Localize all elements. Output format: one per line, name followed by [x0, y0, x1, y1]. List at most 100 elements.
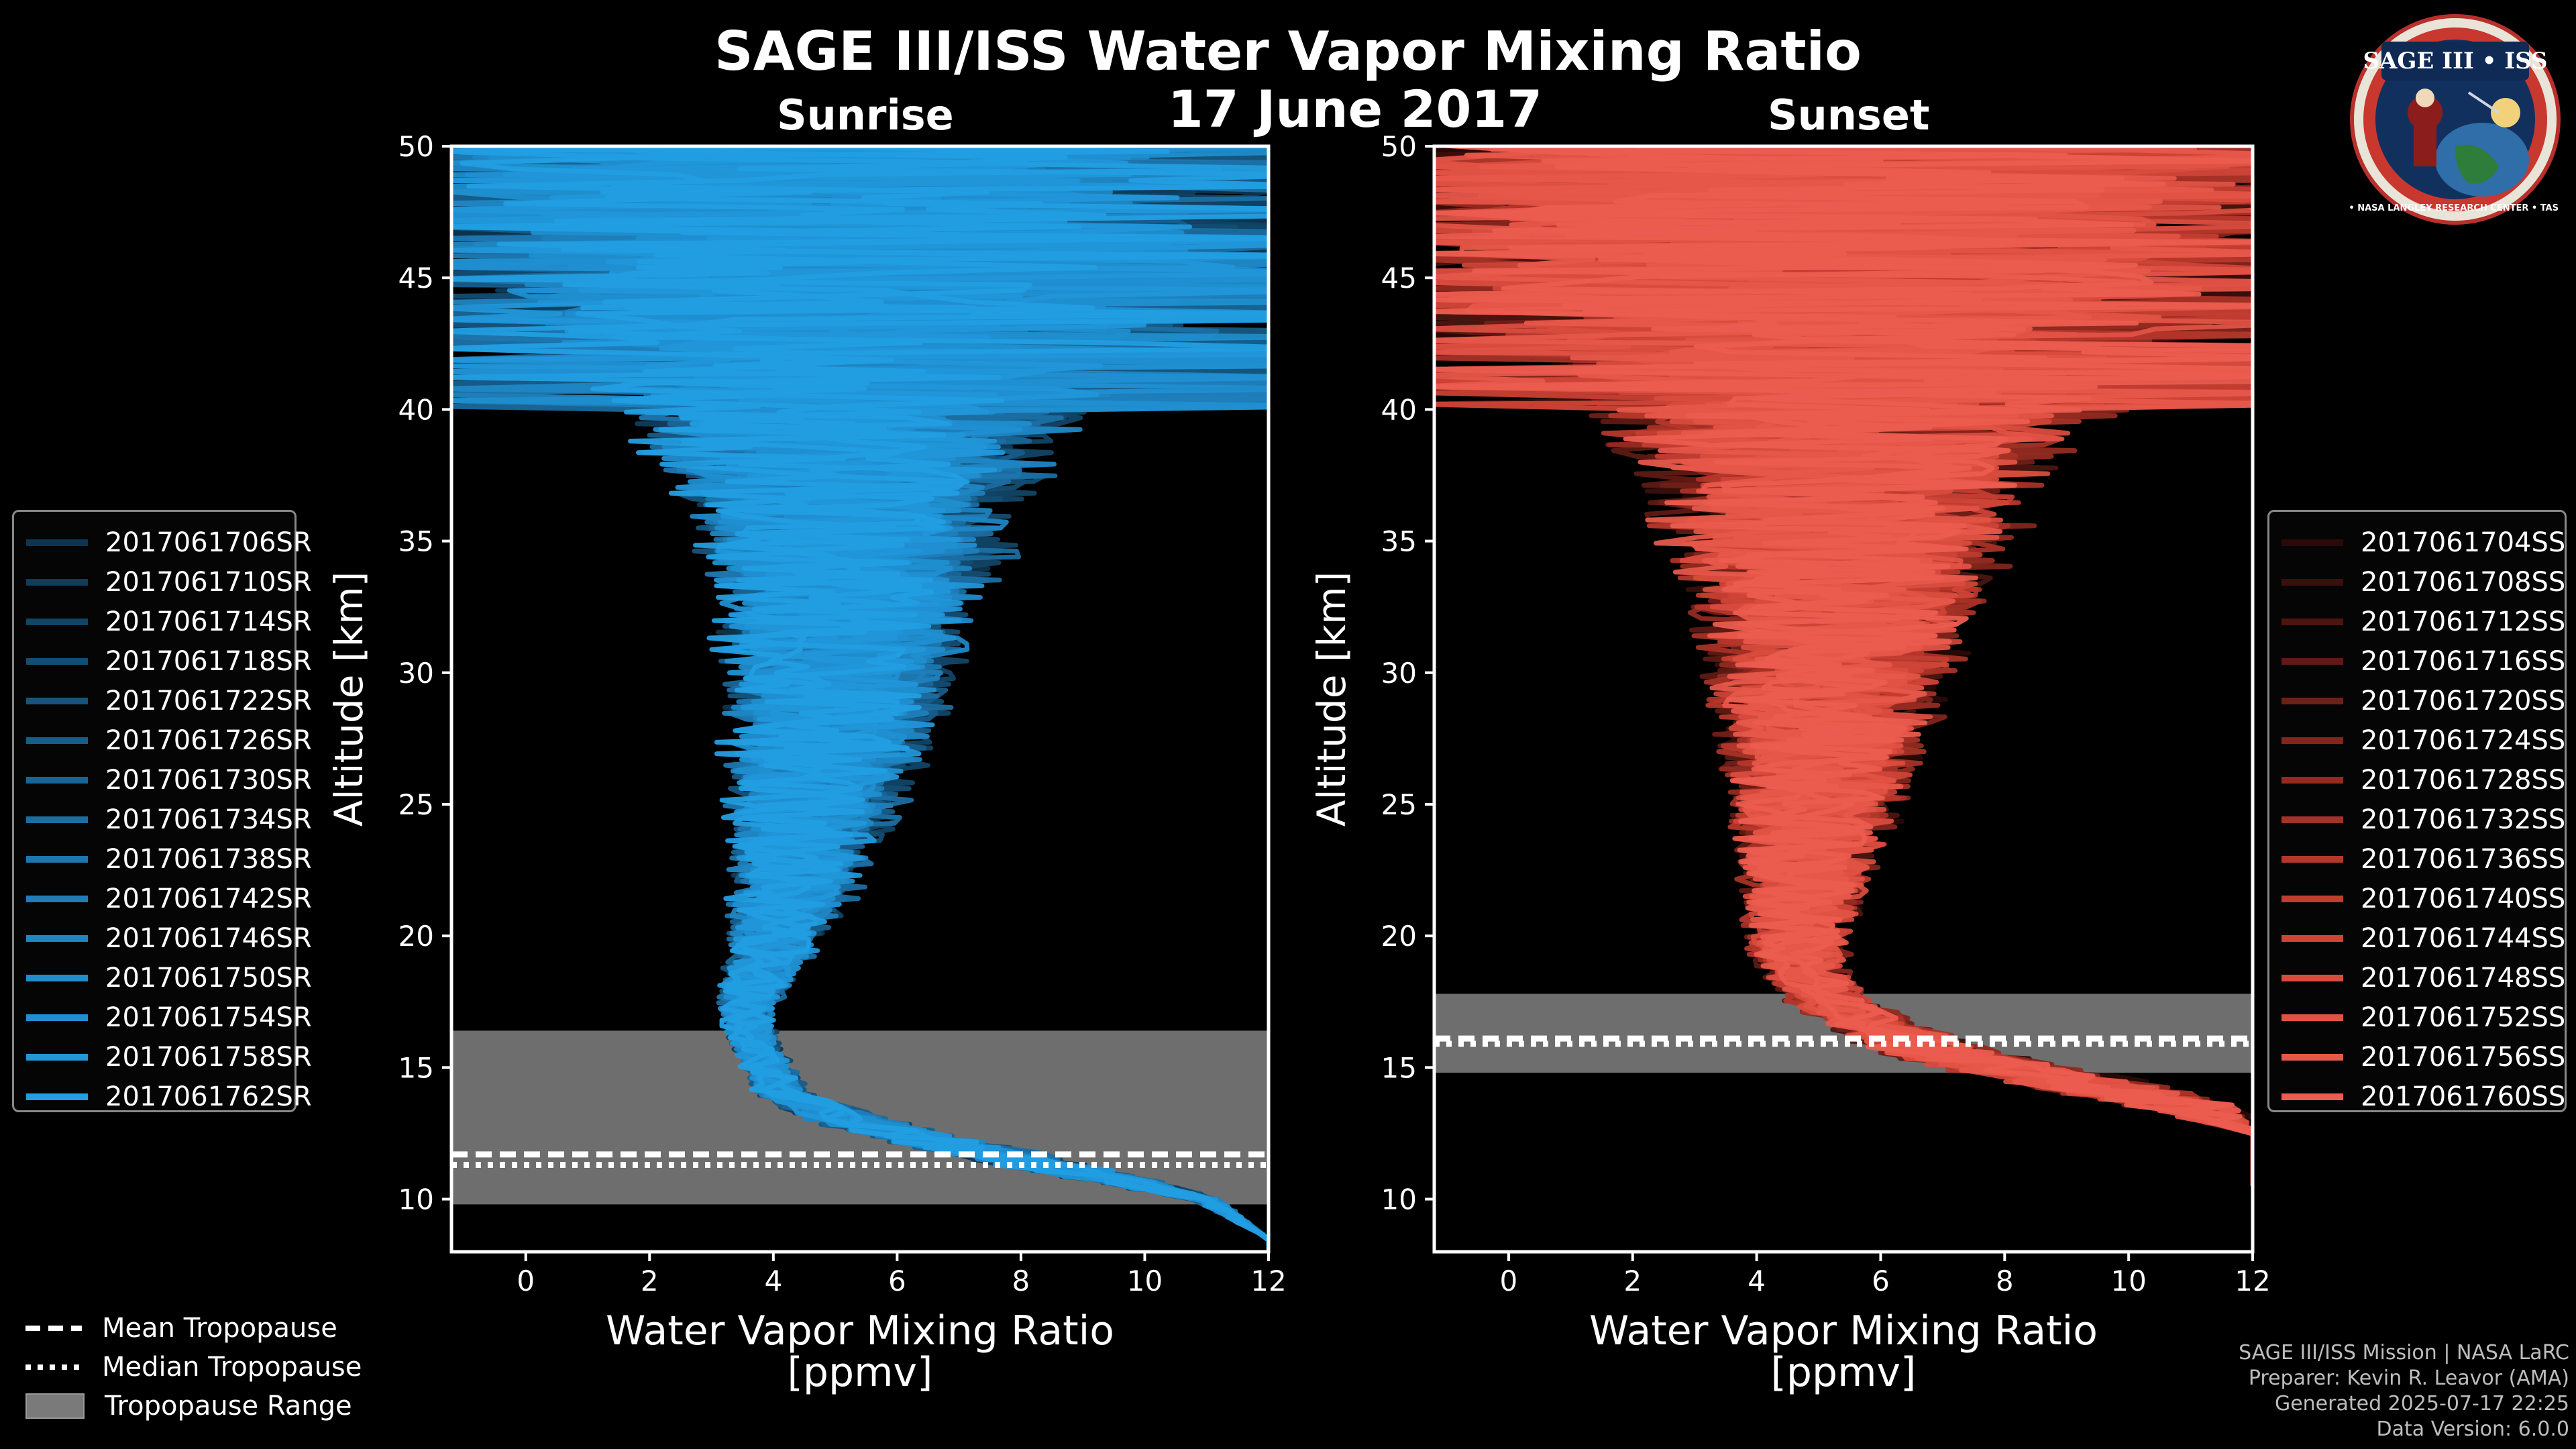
legend-item: 2017061732SS [2282, 801, 2565, 839]
legend-range-label: Tropopause Range [105, 1391, 352, 1421]
legend-label: 2017061752SS [2361, 1002, 2566, 1033]
sunset-ytick-label: 30 [1381, 657, 1417, 690]
sunset-xtick-label: 4 [1748, 1265, 1766, 1297]
legend-swatch [26, 658, 88, 665]
sunset-xtick-label: 0 [1500, 1265, 1518, 1297]
legend-item: 2017061736SS [2282, 841, 2565, 878]
sunset-xlabel: Water Vapor Mixing Ratio [1589, 1307, 2098, 1354]
legend-swatch [26, 737, 88, 744]
legend-label: 2017061716SS [2361, 646, 2566, 677]
sunset-ytick-label: 20 [1381, 920, 1417, 953]
sunset-legend: 2017061704SS 2017061708SS 2017061712SS 2017… [2267, 510, 2567, 1112]
sunrise-ytick-label: 10 [398, 1183, 434, 1216]
legend-range-swatch [25, 1393, 85, 1419]
chart-date: 17 June 2017 [1167, 79, 1543, 139]
chart-title: SAGE III/ISS Water Vapor Mixing Ratio [714, 20, 1862, 83]
series-line-2017061760SS [1434, 146, 2253, 1186]
legend-item: 2017061712SS [2282, 603, 2565, 641]
sunrise-ytick-label: 35 [398, 525, 434, 558]
legend-item: 2017061722SR [26, 682, 312, 720]
footer-credits: SAGE III/ISS Mission | NASA LaRC Prepare… [2239, 1340, 2569, 1442]
footer-version: Data Version: 6.0.0 [2376, 1417, 2569, 1441]
legend-swatch [2282, 1093, 2343, 1100]
sunrise-xtick-label: 6 [888, 1265, 906, 1297]
sunrise-xtick-label: 12 [1250, 1265, 1286, 1297]
legend-label: 2017061756SS [2361, 1042, 2566, 1073]
legend-label: 2017061754SR [105, 1002, 312, 1033]
sunset-xtick-label: 6 [1872, 1265, 1890, 1297]
legend-item: 2017061762SR [26, 1078, 312, 1116]
legend-swatch [26, 975, 88, 981]
sunset-subtitle: Sunset [1768, 91, 1930, 140]
legend-item: 2017061716SS [2282, 643, 2565, 680]
legend-label: 2017061750SR [105, 963, 312, 994]
legend-label: 2017061710SR [105, 567, 312, 598]
legend-item: 2017061724SS [2282, 722, 2565, 759]
legend-swatch [26, 816, 88, 823]
legend-item: 2017061704SS [2282, 524, 2565, 561]
legend-swatch [2282, 658, 2343, 665]
legend-swatch [26, 896, 88, 902]
legend-label: 2017061728SS [2361, 765, 2566, 796]
legend-label: 2017061714SR [105, 606, 312, 637]
legend-median-tropopause: Median Tropopause [25, 1348, 362, 1386]
legend-item: 2017061706SR [26, 524, 312, 561]
legend-mean-label: Mean Tropopause [102, 1313, 337, 1344]
legend-tropopause-range: Tropopause Range [25, 1387, 352, 1425]
legend-swatch [26, 856, 88, 863]
legend-item: 2017061714SR [26, 603, 312, 641]
sunrise-xtick-label: 10 [1127, 1265, 1163, 1297]
legend-item: 2017061750SR [26, 959, 312, 997]
sunrise-ytick-label: 40 [398, 393, 434, 426]
sunrise-ylabel: Altitude [km] [326, 572, 372, 826]
legend-label: 2017061742SR [105, 883, 312, 914]
legend-swatch [26, 1054, 88, 1061]
sunset-ytick-label: 25 [1381, 788, 1417, 821]
sunrise-legend: 2017061706SR 2017061710SR 2017061714SR 2017… [12, 510, 312, 1112]
sunrise-panel: 0 2 4 6 8 10 12 10 15 20 25 30 35 40 45 50 Water Vapor M… [326, 130, 1287, 1396]
legend-swatch [2282, 619, 2343, 625]
legend-item: 2017061744SS [2282, 920, 2565, 957]
legend-item: 2017061730SR [26, 761, 312, 799]
legend-item: 2017061710SR [26, 564, 312, 601]
legend-swatch [26, 1093, 88, 1100]
legend-label: 2017061730SR [105, 765, 312, 796]
legend-label: 2017061704SS [2361, 527, 2566, 558]
legend-swatch [26, 698, 88, 704]
sunset-xtick-label: 10 [2110, 1265, 2146, 1297]
legend-swatch [26, 619, 88, 625]
sunrise-ytick-label: 30 [398, 657, 434, 690]
legend-swatch [26, 777, 88, 784]
legend-label: 2017061740SS [2361, 883, 2566, 914]
legend-mean-tropopause: Mean Tropopause [25, 1309, 337, 1347]
sunset-xtick-label: 12 [2235, 1265, 2270, 1297]
legend-label: 2017061708SS [2361, 567, 2566, 598]
sunrise-subtitle: Sunrise [777, 91, 954, 140]
series-line-2017061762SR [451, 146, 1269, 1252]
legend-label: 2017061760SS [2361, 1081, 2566, 1112]
legend-swatch [2282, 698, 2343, 704]
sunset-profiles [1434, 146, 2253, 1186]
legend-item: 2017061728SS [2282, 761, 2565, 799]
legend-item: 2017061758SR [26, 1038, 312, 1076]
legend-item: 2017061754SR [26, 999, 312, 1036]
sunrise-ytick-label: 50 [398, 130, 434, 163]
sunrise-xlabel: Water Vapor Mixing Ratio [606, 1307, 1114, 1354]
sunset-xlabel: [ppmv] [1771, 1349, 1917, 1396]
legend-label: 2017061712SS [2361, 606, 2566, 637]
sunset-axes-frame [1432, 144, 2255, 1254]
legend-swatch [2282, 1054, 2343, 1061]
legend-swatch [2282, 579, 2343, 586]
footer-mission: SAGE III/ISS Mission | NASA LaRC [2239, 1341, 2569, 1364]
legend-swatch [26, 539, 88, 546]
legend-label: 2017061734SR [105, 804, 312, 835]
logo-title: SAGE III • ISS [2363, 48, 2547, 74]
logo-ring-text: BALL • NASA LANGLEY RESEARCH CENTER • TA… [2348, 203, 2563, 213]
legend-item: 2017061742SR [26, 880, 312, 918]
legend-item: 2017061748SS [2282, 959, 2565, 997]
legend-swatch [2282, 935, 2343, 942]
sunrise-ytick-label: 25 [398, 788, 434, 821]
legend-item: 2017061740SS [2282, 880, 2565, 918]
sunrise-ytick-label: 20 [398, 920, 434, 953]
sunset-ytick-label: 35 [1381, 525, 1417, 558]
